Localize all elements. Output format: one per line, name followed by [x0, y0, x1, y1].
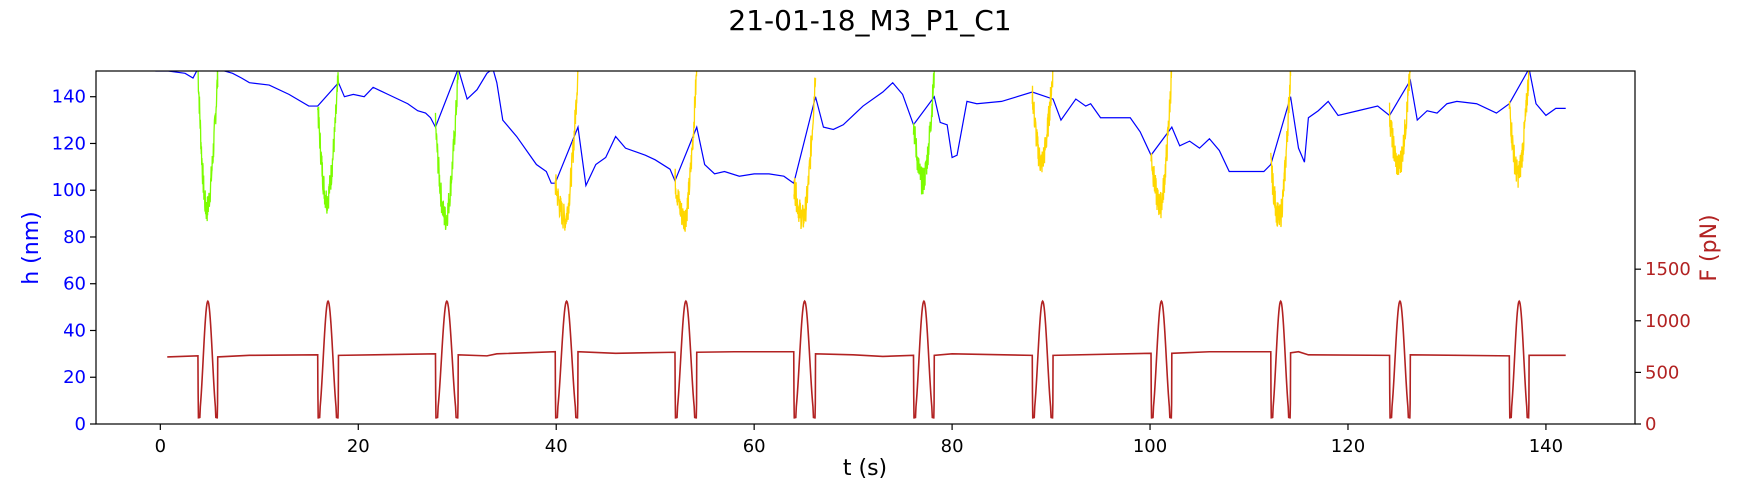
height-series-layer — [155, 71, 1566, 188]
cycle-segment-4 — [674, 71, 698, 232]
x-tick-label-4: 80 — [941, 436, 964, 457]
force-series-line — [167, 299, 1566, 419]
cycle-segment-10 — [1388, 71, 1411, 176]
cycle-segment-9 — [1270, 71, 1292, 228]
x-tick-label-5: 100 — [1133, 436, 1167, 457]
y-tick-label-7: 140 — [52, 87, 86, 108]
y2-tick-label-0: 0 — [1645, 414, 1656, 435]
x-tick-label-0: 0 — [155, 436, 166, 457]
cycle-segment-7 — [1031, 71, 1054, 173]
cycle-segment-5 — [793, 77, 817, 230]
y2-tick-label-2: 1000 — [1645, 311, 1691, 332]
x-axis-label: t (s) — [843, 456, 887, 481]
y-axis-right: 0 500 1000 1500 — [1635, 259, 1691, 435]
y-axis-left: 0 20 40 60 80 100 120 140 — [52, 87, 96, 435]
cycle-segment-11 — [1508, 71, 1530, 188]
y-tick-label-6: 120 — [52, 133, 86, 154]
cycle-segment-0 — [197, 71, 219, 222]
x-axis: 0 20 40 60 80 100 120 140 — [155, 424, 1563, 457]
x-tick-label-3: 60 — [743, 436, 766, 457]
y-axis-left-label: h (nm) — [19, 211, 44, 284]
height-series-line — [155, 71, 1566, 188]
cycle-segments-layer — [197, 71, 1530, 232]
plot-frame — [95, 70, 1636, 425]
y-tick-label-5: 100 — [52, 180, 86, 201]
x-tick-label-6: 120 — [1331, 436, 1365, 457]
x-tick-label-1: 20 — [347, 436, 370, 457]
x-tick-label-2: 40 — [545, 436, 568, 457]
y-tick-label-4: 80 — [63, 227, 86, 248]
cycle-segment-1 — [317, 72, 340, 214]
y-tick-label-3: 60 — [63, 274, 86, 295]
x-tick-label-7: 140 — [1529, 436, 1563, 457]
chart-title: 21-01-18_M3_P1_C1 — [728, 4, 1011, 37]
y2-tick-label-3: 1500 — [1645, 259, 1691, 280]
y-axis-right-label: F (pN) — [1697, 214, 1722, 281]
cycle-segment-3 — [554, 71, 579, 231]
cycle-segment-6 — [912, 71, 935, 195]
force-series-layer — [167, 299, 1566, 419]
y-tick-label-0: 0 — [75, 414, 86, 435]
y-tick-label-1: 20 — [63, 367, 86, 388]
y-tick-label-2: 40 — [63, 320, 86, 341]
cycle-segment-8 — [1150, 71, 1173, 219]
cycle-segment-2 — [434, 72, 459, 230]
y2-tick-label-1: 500 — [1645, 362, 1679, 383]
